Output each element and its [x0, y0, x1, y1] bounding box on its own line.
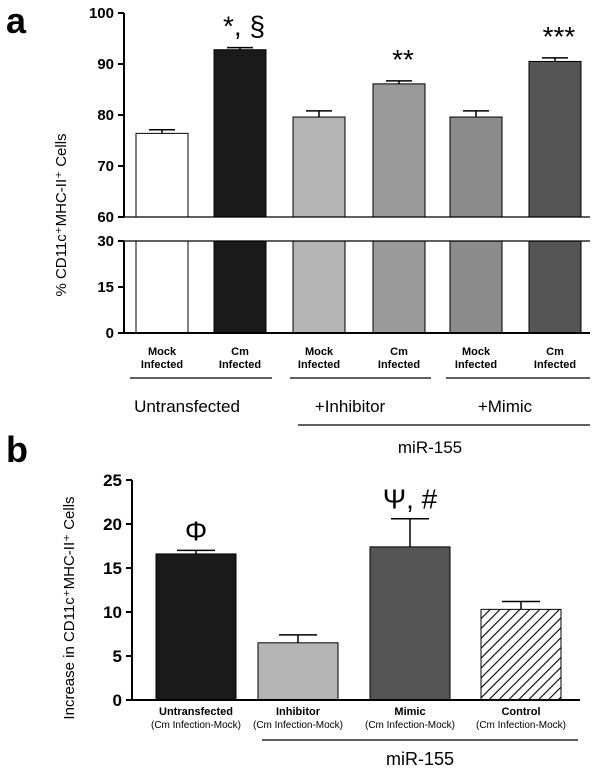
bar-b	[480, 608, 562, 701]
bar-a	[528, 60, 582, 218]
b-ytick-label: 0	[113, 691, 122, 710]
b-ytick-label: 5	[113, 647, 122, 666]
bar-a	[372, 83, 426, 218]
b-ytick-label: 25	[103, 471, 122, 490]
category-label-b: Control	[501, 706, 540, 718]
b-ylabel: Increase in CD11c⁺MHC-II⁺ Cells	[61, 496, 78, 719]
b-ytick-label: 10	[103, 603, 122, 622]
a-ytick-label: 30	[97, 233, 114, 250]
chart-b: Φ Untransfected (Cm Infection-Mock) Inhibit…	[61, 471, 580, 769]
category-label-a: Infected	[219, 359, 261, 371]
b-ytick-label: 15	[103, 559, 122, 578]
category-label-a: Infected	[455, 359, 497, 371]
bar-a-lower	[292, 240, 346, 334]
category-label-a: Cm	[546, 346, 564, 358]
bar-a	[449, 116, 503, 218]
significance-annotation-b: Ψ, #	[383, 484, 438, 515]
category-label-a: Infected	[534, 359, 576, 371]
panel-label-a: a	[6, 0, 27, 41]
a-group-mimic: +Mimic	[478, 397, 533, 416]
bar-a-lower	[372, 240, 426, 334]
a-ytick-label: 70	[97, 158, 114, 175]
category-label-a: Cm	[390, 346, 408, 358]
category-label-b: Untransfected	[159, 706, 233, 718]
bar-a	[213, 49, 267, 218]
a-ytick-label: 60	[97, 209, 114, 226]
category-label-a: Mock	[148, 346, 177, 358]
a-group-inhibitor: +Inhibitor	[315, 397, 386, 416]
significance-annotation-a: ***	[543, 21, 576, 52]
bar-a-lower	[449, 240, 503, 334]
category-label-a: Infected	[298, 359, 340, 371]
bar-a-lower	[528, 240, 582, 334]
bar-b	[257, 642, 339, 701]
bar-a-lower	[213, 240, 267, 334]
a-ytick-label: 15	[97, 279, 114, 296]
a-supergroup-label: miR-155	[398, 438, 462, 457]
category-label-a: Cm	[231, 346, 249, 358]
bar-a	[135, 132, 189, 218]
a-ytick-label: 90	[97, 56, 114, 73]
significance-annotation-a: **	[392, 44, 414, 75]
a-ytick-label: 0	[106, 325, 114, 342]
a-ytick-label: 80	[97, 107, 114, 124]
category-label-a: Infected	[141, 359, 183, 371]
a-ylabel: % CD11c⁺MHC-II⁺ Cells	[53, 133, 70, 296]
category-label-a: Infected	[378, 359, 420, 371]
category-sublabel-b: (Cm Infection-Mock)	[151, 720, 241, 731]
category-label-a: Mock	[462, 346, 491, 358]
bar-a	[292, 116, 346, 218]
b-ytick-label: 20	[103, 515, 122, 534]
a-ytick-label: 100	[89, 5, 114, 22]
category-label-b: Inhibitor	[276, 706, 321, 718]
bar-b	[369, 546, 451, 701]
b-supergroup-label: miR-155	[386, 749, 454, 769]
bar-a-lower	[135, 240, 189, 334]
bar-b	[155, 553, 237, 701]
a-group-untransfected: Untransfected	[134, 397, 240, 416]
category-label-b: Mimic	[394, 706, 425, 718]
category-sublabel-b: (Cm Infection-Mock)	[476, 720, 566, 731]
significance-annotation-b: Φ	[185, 515, 207, 546]
category-sublabel-b: (Cm Infection-Mock)	[253, 720, 343, 731]
panel-label-b: b	[6, 429, 28, 470]
category-sublabel-b: (Cm Infection-Mock)	[365, 720, 455, 731]
category-label-a: Mock	[305, 346, 334, 358]
significance-annotation-a: *, §	[223, 11, 265, 42]
